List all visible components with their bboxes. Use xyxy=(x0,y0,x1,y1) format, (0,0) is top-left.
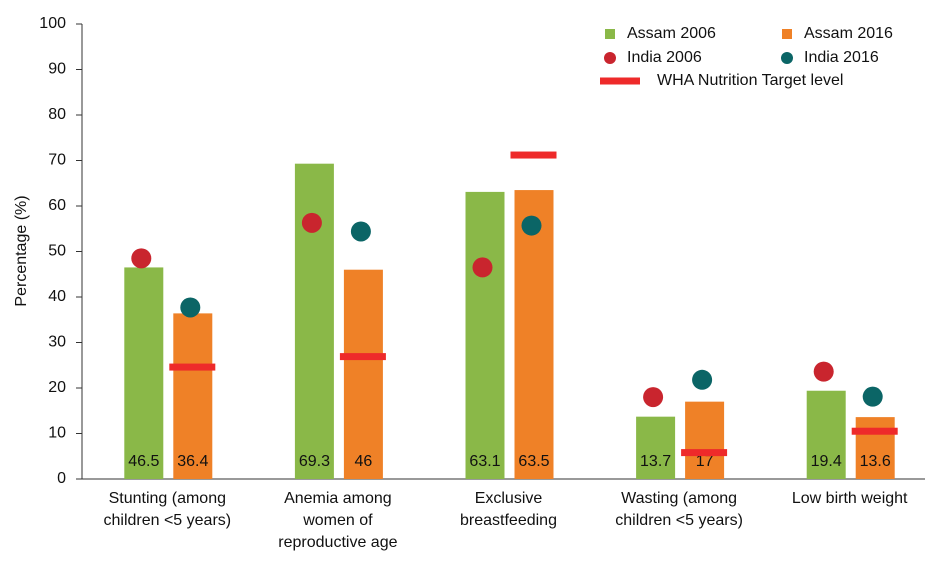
bar xyxy=(685,401,725,479)
y-tick-label: 10 xyxy=(48,425,66,442)
dot xyxy=(180,297,201,318)
value-label: 36.4 xyxy=(177,453,208,470)
y-tick-label: 20 xyxy=(48,379,66,396)
value-label: 17 xyxy=(696,453,714,470)
value-label: 13.7 xyxy=(640,453,671,470)
y-tick-label: 40 xyxy=(48,288,66,305)
x-tick-label: Stunting (among children <5 years) xyxy=(103,490,232,529)
x-tick-label: Anemia among women of reproductive age xyxy=(278,490,398,551)
value-label: 46 xyxy=(355,453,373,470)
y-tick-label: 60 xyxy=(48,197,66,214)
dot xyxy=(862,386,883,407)
bar xyxy=(173,313,213,479)
value-label: 13.6 xyxy=(860,453,891,470)
y-tick-label: 100 xyxy=(39,15,66,32)
dot xyxy=(692,369,713,390)
legend-label: Assam 2006 xyxy=(627,25,716,42)
legend-label: Assam 2016 xyxy=(804,25,893,42)
legend-swatch xyxy=(781,52,793,64)
dot xyxy=(301,212,322,233)
dot xyxy=(643,387,664,408)
legend-swatch xyxy=(600,77,640,85)
target-line xyxy=(510,151,557,159)
target-line xyxy=(169,363,216,371)
legend-label: WHA Nutrition Target level xyxy=(657,72,843,89)
y-tick-label: 90 xyxy=(48,61,66,78)
dot xyxy=(813,361,834,382)
legend-label: India 2006 xyxy=(627,49,702,66)
legend-swatch xyxy=(782,29,792,39)
legend-label: India 2016 xyxy=(804,49,879,66)
bar xyxy=(294,163,334,479)
bar xyxy=(636,416,676,479)
bar xyxy=(514,190,554,479)
target-line xyxy=(339,353,386,361)
y-tick-label: 30 xyxy=(48,334,66,351)
value-label: 46.5 xyxy=(128,453,159,470)
dot xyxy=(131,248,152,269)
x-tick-label: Wasting (among children <5 years) xyxy=(615,490,743,529)
legend-swatch xyxy=(605,29,615,39)
y-tick-label: 0 xyxy=(57,470,66,487)
bar xyxy=(806,390,846,479)
y-axis-label: Percentage (%) xyxy=(13,195,30,306)
bar xyxy=(855,417,895,479)
legend-swatch xyxy=(604,52,616,64)
bar xyxy=(124,267,164,479)
x-tick-label: Exclusive breastfeeding xyxy=(460,490,557,529)
value-label: 63.5 xyxy=(518,453,549,470)
value-label: 19.4 xyxy=(811,453,842,470)
y-tick-label: 50 xyxy=(48,243,66,260)
dot xyxy=(472,257,493,278)
dot xyxy=(521,215,542,236)
dot xyxy=(350,221,371,242)
target-line xyxy=(681,449,728,457)
value-label: 69.3 xyxy=(299,453,330,470)
value-label: 63.1 xyxy=(469,453,500,470)
x-tick-label: Low birth weight xyxy=(791,490,908,507)
target-line xyxy=(851,427,898,435)
bar xyxy=(343,269,383,479)
bar xyxy=(465,191,505,479)
y-tick-label: 70 xyxy=(48,152,66,169)
y-tick-label: 80 xyxy=(48,106,66,123)
